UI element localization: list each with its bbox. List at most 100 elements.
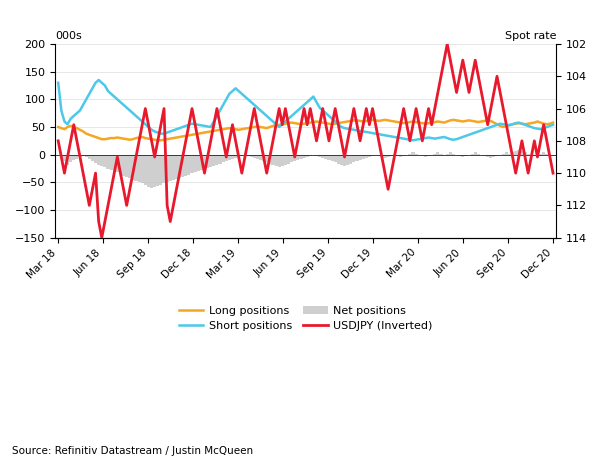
Bar bbox=[461, 155, 464, 157]
Bar bbox=[75, 155, 78, 159]
Bar bbox=[200, 155, 203, 170]
Bar bbox=[377, 155, 380, 156]
Bar bbox=[131, 155, 134, 180]
Bar bbox=[542, 153, 545, 155]
Bar bbox=[116, 155, 119, 172]
Bar bbox=[396, 155, 399, 156]
Bar bbox=[327, 155, 330, 160]
Bar bbox=[240, 155, 243, 156]
Bar bbox=[157, 155, 160, 185]
Bar bbox=[275, 155, 278, 166]
Bar bbox=[343, 155, 346, 166]
Bar bbox=[508, 153, 511, 155]
Bar bbox=[477, 153, 480, 155]
Bar bbox=[321, 155, 324, 158]
Bar bbox=[122, 155, 125, 176]
Bar bbox=[368, 155, 371, 157]
Bar bbox=[362, 155, 365, 159]
Bar bbox=[411, 153, 415, 155]
Bar bbox=[452, 153, 455, 155]
Bar bbox=[219, 155, 222, 164]
Bar bbox=[134, 155, 138, 181]
Bar bbox=[253, 155, 256, 158]
Bar bbox=[359, 155, 362, 160]
Bar bbox=[104, 155, 107, 167]
Bar bbox=[539, 153, 542, 155]
Bar bbox=[153, 155, 157, 187]
Bar bbox=[144, 155, 147, 185]
Bar bbox=[278, 155, 281, 167]
Bar bbox=[324, 155, 327, 159]
Bar bbox=[178, 155, 181, 178]
Bar bbox=[110, 155, 113, 170]
Bar bbox=[545, 153, 548, 155]
Bar bbox=[284, 155, 287, 164]
Bar bbox=[237, 155, 240, 157]
Bar bbox=[380, 155, 383, 157]
Bar bbox=[94, 155, 97, 163]
Bar bbox=[69, 155, 72, 163]
Bar bbox=[141, 155, 144, 184]
Bar bbox=[439, 153, 442, 155]
Bar bbox=[533, 155, 536, 156]
Bar bbox=[340, 155, 343, 164]
Bar bbox=[138, 155, 141, 182]
Bar bbox=[88, 155, 91, 159]
Bar bbox=[296, 155, 299, 160]
Bar bbox=[309, 155, 312, 156]
Bar bbox=[433, 153, 436, 155]
Bar bbox=[216, 155, 219, 164]
Bar bbox=[160, 155, 163, 185]
Bar bbox=[231, 155, 234, 159]
Bar bbox=[483, 155, 486, 156]
Bar bbox=[81, 155, 85, 156]
Bar bbox=[169, 155, 172, 181]
Bar bbox=[100, 155, 104, 166]
Bar bbox=[511, 153, 514, 155]
Bar bbox=[125, 155, 128, 177]
Bar bbox=[265, 155, 268, 163]
Bar bbox=[346, 155, 349, 164]
Legend: Long positions, Short positions, Net positions, USDJPY (Inverted): Long positions, Short positions, Net pos… bbox=[175, 301, 437, 336]
Bar bbox=[225, 155, 228, 161]
Bar bbox=[128, 155, 131, 178]
Bar bbox=[524, 153, 527, 155]
Bar bbox=[78, 155, 81, 158]
Bar bbox=[250, 155, 253, 157]
Bar bbox=[371, 155, 374, 156]
Bar bbox=[514, 151, 517, 155]
Bar bbox=[318, 155, 321, 157]
Bar bbox=[448, 153, 452, 155]
Bar bbox=[85, 155, 88, 158]
Bar bbox=[213, 155, 216, 166]
Bar bbox=[306, 155, 309, 157]
Bar bbox=[334, 155, 337, 163]
Bar bbox=[489, 155, 492, 158]
Bar bbox=[228, 155, 231, 160]
Bar bbox=[445, 153, 448, 155]
Bar bbox=[421, 155, 424, 156]
Bar bbox=[268, 155, 272, 164]
Bar bbox=[97, 155, 100, 164]
Bar bbox=[147, 155, 150, 187]
Bar bbox=[166, 155, 169, 182]
Bar bbox=[383, 155, 386, 158]
Bar bbox=[424, 155, 427, 157]
Bar bbox=[113, 155, 116, 171]
Bar bbox=[91, 155, 94, 161]
Bar bbox=[256, 155, 259, 159]
Bar bbox=[303, 155, 306, 158]
Bar bbox=[209, 155, 213, 167]
Bar bbox=[299, 155, 303, 159]
Bar bbox=[389, 155, 393, 156]
Bar bbox=[119, 155, 122, 174]
Bar bbox=[464, 155, 468, 156]
Bar bbox=[527, 153, 530, 155]
Bar bbox=[197, 155, 200, 171]
Bar bbox=[72, 155, 75, 160]
Bar bbox=[184, 155, 187, 176]
Bar bbox=[259, 155, 262, 160]
Bar bbox=[471, 153, 474, 155]
Bar bbox=[492, 155, 495, 157]
Bar bbox=[436, 153, 439, 155]
